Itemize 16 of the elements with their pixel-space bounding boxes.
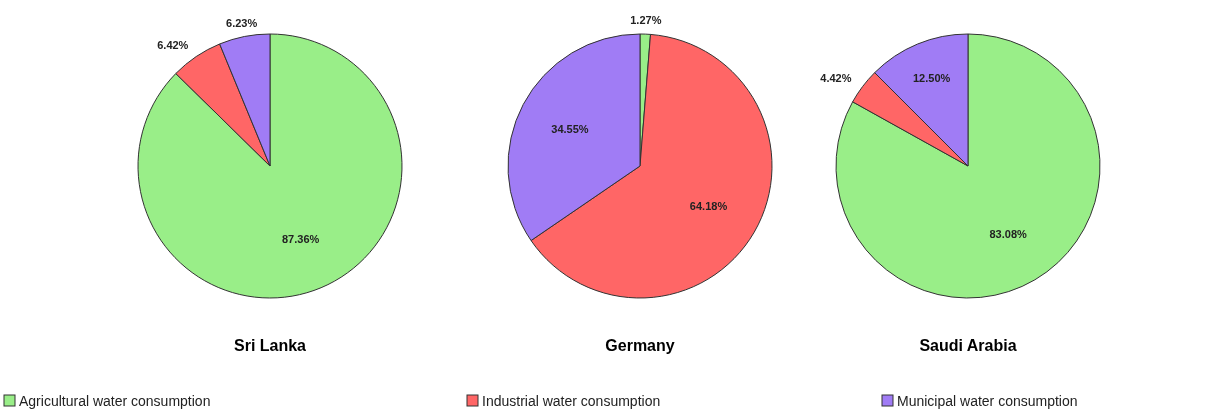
data-label: 6.23%	[226, 16, 258, 29]
text: Saudi Arabia	[919, 337, 1017, 354]
data-label: 83.08%	[989, 228, 1028, 241]
data-label: 64.18%	[689, 199, 728, 212]
text: Sri Lanka	[233, 337, 307, 354]
text: Germany	[605, 337, 675, 354]
data-label: 34.55%	[551, 122, 589, 135]
pie-slice	[137, 33, 403, 299]
data-label: 12.50%	[912, 72, 951, 85]
data-label: 4.42%	[820, 71, 852, 84]
data-label: 1.27%	[630, 13, 662, 26]
legend-label: Municipal water consumption	[897, 392, 1078, 409]
data-label: 6.42%	[157, 38, 189, 51]
legend-label: Industrial water consumption	[482, 392, 661, 409]
data-label: 87.36%	[281, 232, 320, 245]
legend-label: Agricultural water consumption	[19, 392, 211, 409]
